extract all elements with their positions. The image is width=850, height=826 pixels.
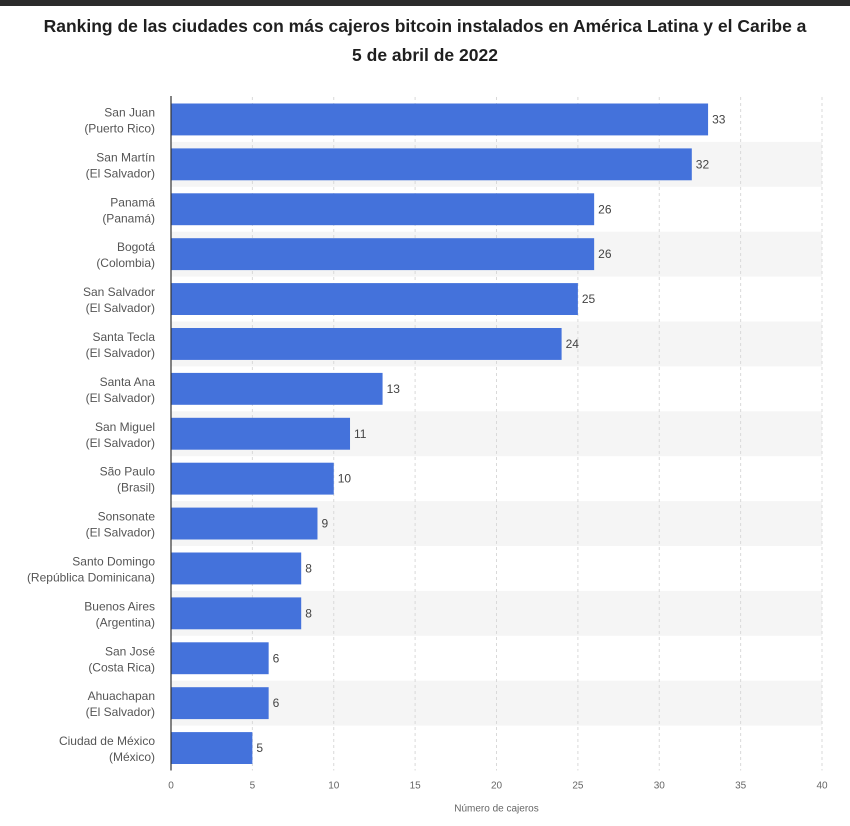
bar — [171, 103, 709, 136]
data-label: 33 — [712, 112, 726, 126]
x-tick-label: 20 — [491, 781, 503, 792]
data-label: 8 — [305, 561, 312, 575]
x-tick-label: 10 — [328, 781, 340, 792]
bar — [171, 193, 595, 226]
category-label: Santa Ana — [100, 375, 156, 389]
category-label: (El Salvador) — [86, 436, 155, 450]
data-label: 5 — [256, 741, 263, 755]
x-tick-label: 15 — [410, 781, 422, 792]
x-axis-title: Número de cajeros — [454, 804, 538, 815]
category-label: (Costa Rica) — [88, 660, 155, 674]
x-tick-label: 35 — [735, 781, 747, 792]
bar — [171, 507, 318, 540]
category-label: (Panamá) — [102, 211, 155, 225]
bar — [171, 462, 334, 495]
category-label: San Salvador — [83, 285, 155, 299]
x-tick-label: 30 — [654, 781, 666, 792]
top-bar — [0, 0, 850, 6]
category-label: (Brasil) — [117, 481, 155, 495]
category-label: (El Salvador) — [86, 346, 155, 360]
data-label: 25 — [582, 292, 596, 306]
bar — [171, 642, 269, 675]
x-tick-label: 25 — [572, 781, 584, 792]
bar — [171, 283, 578, 315]
category-label: Buenos Aires — [84, 599, 155, 613]
bar — [171, 687, 269, 720]
data-label: 26 — [598, 247, 612, 261]
bar — [171, 552, 302, 585]
category-label: (El Salvador) — [86, 301, 155, 315]
bar — [171, 148, 692, 181]
data-label: 10 — [338, 472, 352, 486]
chart-title: Ranking de las ciudades con más cajeros … — [43, 16, 807, 65]
category-label: (Puerto Rico) — [84, 121, 155, 135]
data-label: 24 — [566, 337, 580, 351]
category-label: (Argentina) — [96, 615, 155, 629]
bar — [171, 238, 595, 271]
data-label: 9 — [321, 517, 328, 531]
x-tick-label: 0 — [168, 781, 174, 792]
category-label: (El Salvador) — [86, 166, 155, 180]
category-label: São Paulo — [100, 465, 156, 479]
category-label: (El Salvador) — [86, 526, 155, 540]
category-label: (El Salvador) — [86, 391, 155, 405]
category-label: (México) — [109, 750, 155, 764]
x-tick-label: 40 — [816, 781, 828, 792]
category-label: Bogotá — [117, 240, 155, 254]
category-label: Sonsonate — [98, 510, 156, 524]
category-label: Santa Tecla — [93, 330, 156, 344]
category-label: (República Dominicana) — [27, 570, 155, 584]
category-label: San Miguel — [95, 420, 155, 434]
bar — [171, 417, 351, 450]
category-label: (El Salvador) — [86, 705, 155, 719]
bar — [171, 597, 302, 630]
data-label: 11 — [354, 427, 367, 441]
bar — [171, 732, 253, 764]
category-label: San Martín — [96, 150, 155, 164]
category-label: San Juan — [104, 105, 155, 119]
data-label: 6 — [273, 651, 280, 665]
x-tick-label: 5 — [250, 781, 256, 792]
category-label: Ahuachapan — [88, 689, 155, 703]
category-label: Panamá — [110, 195, 155, 209]
category-label: (Colombia) — [96, 256, 155, 270]
bar — [171, 328, 562, 360]
category-label: San José — [105, 644, 155, 658]
category-label: Ciudad de México — [59, 734, 155, 748]
data-label: 32 — [696, 157, 710, 171]
data-label: 13 — [387, 382, 401, 396]
category-label: Santo Domingo — [72, 554, 155, 568]
data-label: 26 — [598, 202, 612, 216]
data-label: 6 — [273, 696, 280, 710]
bar — [171, 372, 383, 405]
data-label: 8 — [305, 606, 312, 620]
